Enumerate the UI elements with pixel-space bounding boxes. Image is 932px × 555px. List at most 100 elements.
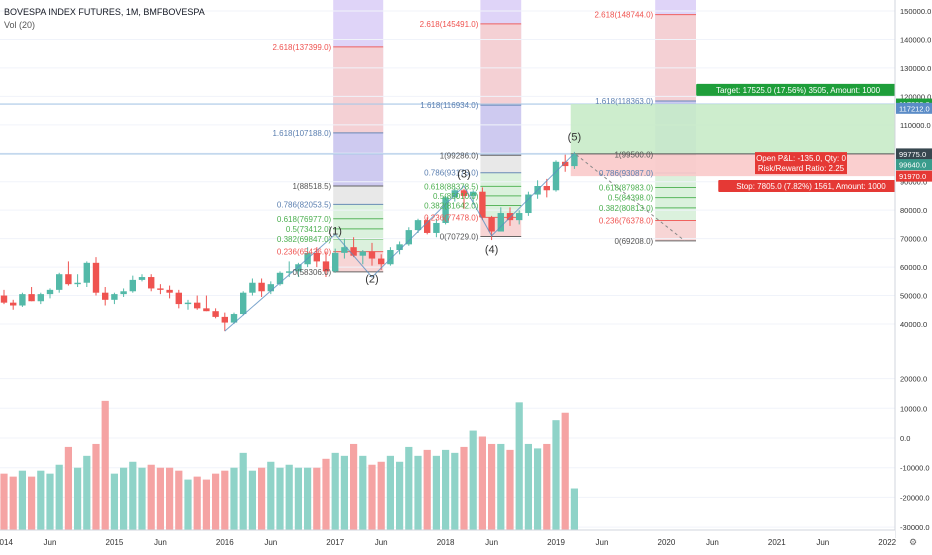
time-axis[interactable]: 2014 Jun 2015 Jun 2016 Jun 2017 Jun 2018 Jun 2019 J… [0,529,917,550]
candle-body[interactable] [322,261,330,272]
candle-body[interactable] [19,294,26,306]
volume-bar [414,455,422,530]
candle-body[interactable] [350,247,357,256]
candle-body[interactable] [74,282,81,285]
candle-body[interactable] [184,302,192,305]
candle-body[interactable] [414,220,422,231]
trend-lines[interactable] [224,152,686,332]
candle-body[interactable] [405,230,412,245]
candle-body[interactable] [313,252,320,262]
price-tick-label: 60000.0 [900,263,927,272]
candle-body[interactable] [286,271,293,273]
volume-bar [469,430,477,530]
candle-body[interactable] [28,294,35,302]
position-target-zone[interactable] [570,104,895,154]
fib-level-label: 1(88518.5) [292,182,331,191]
candles[interactable] [0,151,578,332]
price-tick-label: 80000.0 [900,206,927,215]
fib-level-label: 0.236(76378.0) [599,216,654,225]
price-axis[interactable]: 40000.0 50000.0 60000.0 70000.0 80000.0 90000… [894,0,932,538]
target-label: Target: 17525.0 (17.56%) 3505, Amount: 1… [716,86,881,95]
elliott-wave-path[interactable] [224,152,575,332]
candle-body[interactable] [562,161,569,167]
candle-body[interactable] [258,282,265,292]
candle-body[interactable] [460,190,468,196]
candle-body[interactable] [129,279,136,292]
candle-body[interactable] [276,272,284,285]
candle-body[interactable] [56,274,63,290]
volume-bar [285,464,293,530]
candle-body[interactable] [368,251,376,259]
candle-body[interactable] [525,194,532,214]
wave-label: (5) [568,131,581,143]
settings-gear-icon[interactable]: ⚙ [909,537,917,547]
volume-bar [552,420,560,530]
price-tag-bg[interactable] [896,159,932,171]
candle-body[interactable] [166,289,173,293]
candle-body[interactable] [470,191,477,196]
candle-body[interactable] [543,185,550,191]
candle-body[interactable] [488,217,495,232]
candle-body[interactable] [516,213,523,221]
candle-body[interactable] [194,302,201,309]
price-tag-bg[interactable] [896,102,932,114]
candle-body[interactable] [240,292,247,315]
candle-body[interactable] [157,288,164,290]
candle-body[interactable] [0,295,8,303]
candle-body[interactable] [359,251,366,256]
candle-body[interactable] [479,191,486,218]
price-tag[interactable]: 99775.0 [899,150,926,159]
volume-tick-label: 10000.0 [900,404,927,413]
candle-body[interactable] [212,311,219,317]
symbol-title[interactable]: BOVESPA INDEX FUTURES, 1M, BMFBOVESPA [4,7,205,17]
candle-body[interactable] [396,244,403,251]
candle-body[interactable] [506,213,514,221]
volume-bar [120,467,128,530]
volume-bar [368,464,376,530]
candle-body[interactable] [83,262,90,283]
volume-bar [129,461,137,530]
candle-body[interactable] [37,294,44,302]
price-tag-bg[interactable] [896,148,932,160]
volume-indicator-label[interactable]: Vol (20) [4,20,36,30]
candle-body[interactable] [249,282,256,293]
candle-body[interactable] [571,153,578,167]
candle-body[interactable] [341,247,348,253]
price-tag[interactable]: 117212.0 [899,104,930,113]
candle-body[interactable] [10,302,17,306]
volume-bar [304,467,312,530]
candle-body[interactable] [102,292,109,300]
candle-body[interactable] [424,220,431,233]
candle-body[interactable] [497,213,504,232]
candle-body[interactable] [46,289,54,295]
candle-body[interactable] [387,250,394,265]
candle-body[interactable] [442,197,449,223]
volume-bar [166,467,174,530]
candle-body[interactable] [111,294,118,300]
time-tick-label: 2022 [878,538,896,547]
price-tag[interactable]: 91970.0 [899,172,926,181]
candle-body[interactable] [203,308,210,312]
candle-body[interactable] [120,291,127,295]
projection-dashed-line[interactable] [575,154,686,242]
candle-body[interactable] [65,274,72,285]
fib-zone-1618 [480,105,522,156]
candle-body[interactable] [552,161,560,191]
candle-body[interactable] [175,292,182,305]
candle-body[interactable] [148,277,155,289]
candle-body[interactable] [230,314,238,323]
candle-body[interactable] [451,190,458,198]
candle-body[interactable] [295,264,302,272]
candle-body[interactable] [267,284,274,292]
candle-body[interactable] [92,262,100,293]
price-tag-bg[interactable] [896,170,932,182]
candle-body[interactable] [221,316,228,323]
time-tick-label: 2018 [437,538,455,547]
candle-body[interactable] [378,258,385,265]
price-tag[interactable]: 99640.0 [899,161,926,170]
candle-body[interactable] [332,252,339,272]
candle-body[interactable] [433,222,440,233]
candle-body[interactable] [138,277,146,280]
